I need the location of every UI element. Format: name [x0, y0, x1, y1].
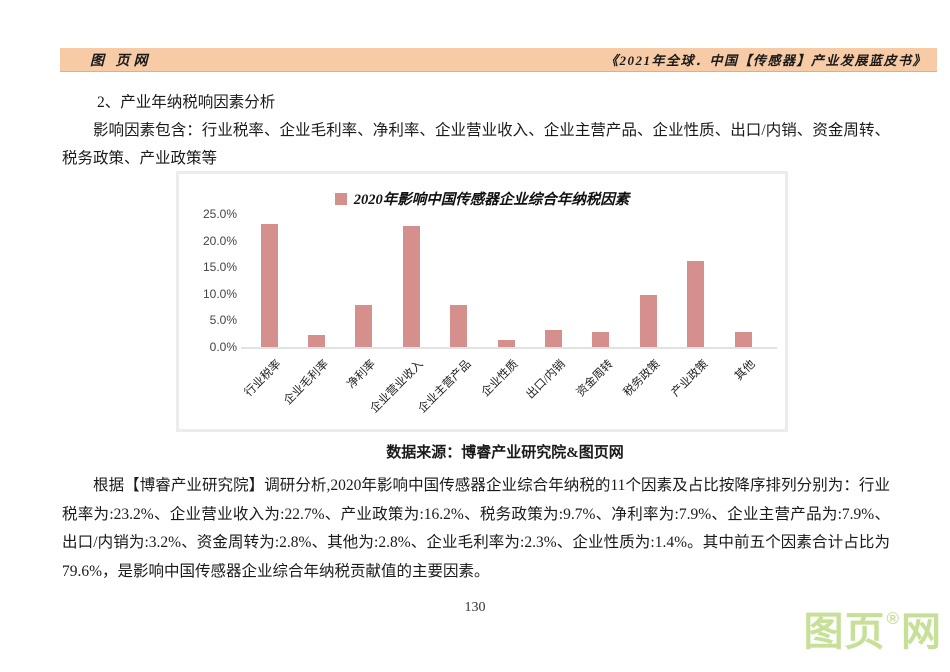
legend-swatch-icon [334, 192, 347, 205]
section-intro: 影响因素包含：行业税率、企业毛利率、净利率、企业营业收入、企业主营产品、企业性质… [62, 122, 890, 167]
bar [497, 339, 515, 347]
watermark-text-left: 图页 [803, 610, 886, 654]
analysis-paragraph: 根据【博睿产业研究院】调研分析,2020年影响中国传感器企业综合年纳税的11个因… [62, 477, 890, 580]
bar [355, 304, 373, 347]
section-title: 2、产业年纳税响因素分析 [97, 94, 276, 111]
bar [639, 295, 657, 347]
bar-chart: 2020年影响中国传感器企业综合年纳税因素 0.0% 5.0% 10.0% 15.0%… [176, 171, 788, 432]
x-axis-tick-label: 产业政策 [669, 358, 711, 400]
bar [734, 332, 752, 347]
chart-legend: 2020年影响中国传感器企业综合年纳税因素 [179, 188, 785, 209]
watermark-logo: 图页 ® 网 [803, 609, 942, 654]
header-book-title: 《2021年全球．中国【传感器】产业发展蓝皮书》 [604, 53, 927, 68]
header-site-name: 图 页网 [90, 53, 152, 69]
x-axis-tick-label: 出口/内销 [524, 358, 569, 402]
x-axis-tick-label: 资金周转 [574, 358, 616, 400]
data-source-line: 数据来源：博睿产业研究院&图页网 [386, 445, 624, 461]
y-axis-tick-label: 0.0% [209, 340, 237, 354]
x-axis-tick-label: 企业毛利率 [281, 358, 332, 408]
x-axis-tick-label: 行业税率 [242, 358, 284, 400]
bar [592, 332, 610, 347]
intro-block: 2、产业年纳税响因素分析 影响因素包含：行业税率、企业毛利率、净利率、企业营业收… [62, 89, 890, 173]
bar [544, 329, 562, 347]
x-axis-tick-label: 税务政策 [621, 358, 663, 400]
page-header-band: 图 页网 《2021年全球．中国【传感器】产业发展蓝皮书》 [60, 48, 937, 72]
chart-title: 2020年影响中国传感器企业综合年纳税因素 [353, 192, 630, 208]
bar [402, 226, 420, 347]
page-number: 130 [464, 600, 486, 615]
y-axis-tick-label: 15.0% [202, 260, 237, 275]
y-axis-tick-label: 25.0% [202, 207, 237, 221]
registered-trademark-icon: ® [886, 609, 900, 628]
bar [450, 304, 468, 347]
bar [687, 260, 705, 347]
bar [260, 223, 278, 347]
y-axis-tick-label: 20.0% [202, 233, 237, 248]
x-axis-tick-label: 企业性质 [479, 358, 521, 400]
x-axis-tick-label: 净利率 [345, 358, 379, 392]
y-axis-tick-label: 10.0% [202, 286, 237, 301]
bar-chart-plot: 0.0% 5.0% 10.0% 15.0% 20.0% 25.0% 行业税率 企业毛利率 净利率… [179, 174, 785, 429]
x-axis-line [241, 347, 777, 349]
watermark-text-right: 网 [901, 610, 942, 654]
bar [307, 334, 325, 347]
y-axis-tick-label: 5.0% [209, 313, 237, 328]
x-axis-tick-label: 其他 [732, 358, 758, 383]
